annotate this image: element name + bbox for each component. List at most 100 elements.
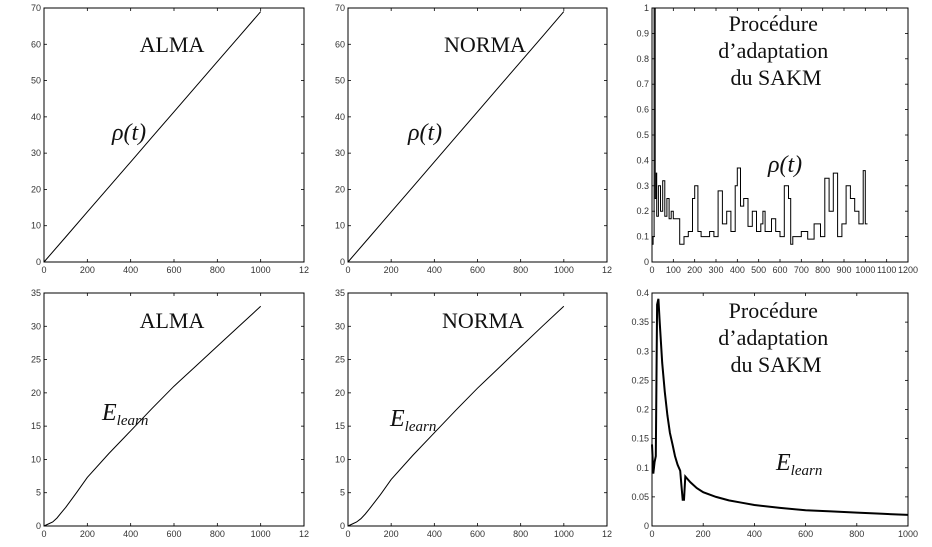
y-tick-label: 5	[340, 488, 345, 498]
x-tick-label: 200	[687, 265, 702, 275]
y-tick-label: 1	[644, 3, 649, 13]
x-tick-label: 400	[427, 265, 442, 275]
series-line	[652, 7, 868, 245]
panel-title-line: d’adaptation	[718, 325, 828, 350]
x-tick-label: 200	[80, 529, 95, 539]
y-tick-label: 0.3	[636, 181, 649, 191]
y-tick-label: 30	[31, 148, 41, 158]
y-tick-label: 0.8	[636, 54, 649, 64]
x-tick-label: 400	[427, 529, 442, 539]
x-tick-label: 700	[794, 265, 809, 275]
x-tick-label: 0	[649, 265, 654, 275]
y-tick-label: 30	[335, 148, 345, 158]
y-tick-label: 0	[644, 257, 649, 267]
y-tick-label: 0.4	[636, 155, 649, 165]
plot-frame	[43, 292, 305, 527]
y-tick-label: 0.9	[636, 28, 649, 38]
y-tick-label: 15	[31, 421, 41, 431]
y-tick-label: 70	[31, 3, 41, 13]
x-tick-label: 600	[470, 265, 485, 275]
x-tick-label: 0	[41, 529, 46, 539]
y-tick-label: 0.2	[636, 405, 649, 415]
series-label-rho: ρ(t)	[111, 120, 146, 146]
panel-title: NORMA	[444, 32, 526, 57]
y-tick-label: 20	[31, 388, 41, 398]
y-tick-label: 0.4	[636, 288, 649, 298]
plot-area: 0 200 400 600 800 1000 12 0 10 20 30 40 50 60 70	[31, 3, 309, 275]
y-tick-label: 0	[644, 521, 649, 531]
y-tick-label: 35	[31, 288, 41, 298]
y-tick-label: 0	[340, 521, 345, 531]
panel-top-right: 0 100 200 300 400 500 600 700 800 900 1000 1100 1200…	[636, 3, 918, 275]
x-tick-label: 200	[80, 265, 95, 275]
y-tick-label: 30	[31, 321, 41, 331]
series-line	[347, 305, 565, 527]
panel-title: ALMA	[140, 308, 205, 333]
y-tick-label: 70	[335, 3, 345, 13]
x-tick-label: 800	[513, 529, 528, 539]
y-tick-label: 30	[335, 321, 345, 331]
series-line	[651, 298, 909, 516]
x-tick-label: 1000	[898, 529, 918, 539]
y-tick-label: 25	[335, 355, 345, 365]
y-tick-label: 0.7	[636, 79, 649, 89]
x-tick-label: 800	[513, 265, 528, 275]
series-line	[43, 11, 262, 263]
plot-area: 0 100 200 300 400 500 600 700 800 900 1000 1100 1200…	[636, 3, 918, 275]
y-tick-label: 0	[340, 257, 345, 267]
y-tick-label: 0.6	[636, 105, 649, 115]
series-label-elearn: Elearn	[101, 400, 148, 429]
x-tick-label: 600	[166, 529, 181, 539]
x-tick-label: 200	[384, 265, 399, 275]
y-tick-label: 50	[31, 76, 41, 86]
y-tick-label: 10	[31, 221, 41, 231]
x-tick-label: 500	[751, 265, 766, 275]
x-tick-label: 200	[696, 529, 711, 539]
y-tick-label: 0.05	[631, 492, 649, 502]
y-tick-label: 40	[31, 112, 41, 122]
series-label-elearn: Elearn	[389, 406, 436, 435]
plot-area: 0 200 400 600 800 1000 0 0.05 0.1 0.15 0.2 0.25 0.3 0…	[631, 288, 918, 539]
y-tick-label: 0.35	[631, 317, 649, 327]
y-tick-label: 20	[335, 184, 345, 194]
x-tick-label: 800	[849, 529, 864, 539]
y-tick-label: 10	[335, 221, 345, 231]
y-tick-label: 25	[31, 355, 41, 365]
y-tick-label: 60	[335, 39, 345, 49]
x-tick-label: 800	[210, 265, 225, 275]
panel-title-line: d’adaptation	[718, 38, 828, 63]
x-tick-label: 1000	[554, 265, 574, 275]
panel-bottom-left: 0 200 400 600 800 1000 12 0 5 10 15 20 25 30 35 ALMA E…	[31, 288, 309, 539]
x-tick-label: 1200	[898, 265, 918, 275]
y-tick-label: 0.15	[631, 434, 649, 444]
series-label-rho: ρ(t)	[407, 120, 442, 146]
y-tick-label: 10	[31, 454, 41, 464]
y-tick-label: 20	[31, 184, 41, 194]
x-tick-label: 1000	[251, 529, 271, 539]
series-label-rho: ρ(t)	[767, 152, 802, 178]
y-tick-label: 20	[335, 388, 345, 398]
x-tick-label: 900	[836, 265, 851, 275]
panel-title: ALMA	[140, 32, 205, 57]
y-tick-label: 0.5	[636, 130, 649, 140]
y-tick-label: 60	[31, 39, 41, 49]
plot-area: 0 200 400 600 800 1000 12 0 5 10 15 20 25 30 35	[31, 288, 309, 539]
y-tick-label: 5	[36, 488, 41, 498]
x-tick-label: 400	[747, 529, 762, 539]
panel-title: Procédure d’adaptation du SAKM	[718, 298, 833, 377]
series-label-subscript: learn	[791, 463, 823, 479]
y-tick-label: 0.1	[636, 232, 649, 242]
y-tick-label: 15	[335, 421, 345, 431]
series-line	[43, 305, 262, 527]
x-tick-label: 12	[299, 529, 309, 539]
x-tick-label: 600	[470, 529, 485, 539]
y-tick-label: 0.1	[636, 463, 649, 473]
series-label-elearn: Elearn	[775, 450, 822, 479]
x-tick-label: 1000	[554, 529, 574, 539]
plot-area: 0 200 400 600 800 1000 12 0 10 20 30 40 50 60 70	[335, 3, 612, 275]
x-tick-label: 12	[299, 265, 309, 275]
y-tick-label: 10	[335, 454, 345, 464]
x-tick-label: 12	[602, 265, 612, 275]
